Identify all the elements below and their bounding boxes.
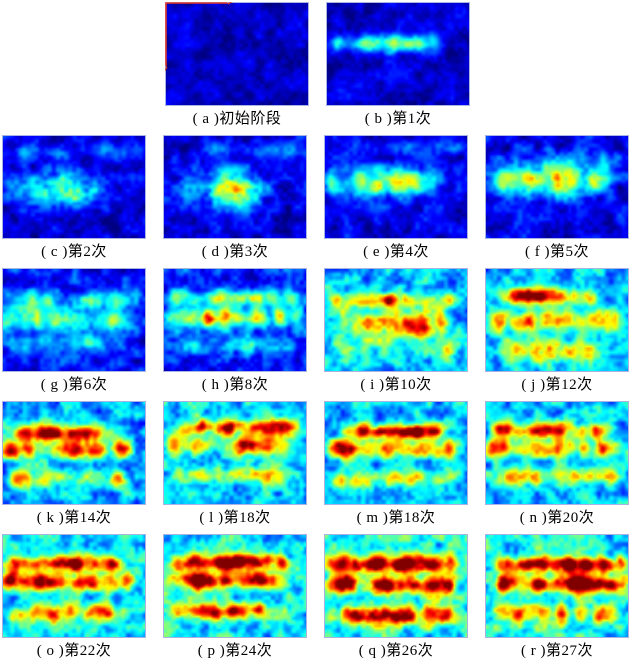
heatmap-canvas [3, 402, 145, 504]
heatmap-image [324, 268, 468, 372]
heatmap-image [485, 135, 629, 239]
heatmap-canvas [486, 136, 628, 238]
heatmap-panel: ( p )第24次 [163, 534, 307, 667]
panel-caption: ( g )第6次 [40, 377, 108, 393]
panel-caption: ( a )初始阶段 [192, 111, 282, 127]
heatmap-image [485, 268, 629, 372]
panel-caption: ( i )第10次 [360, 377, 432, 393]
heatmap-canvas [486, 269, 628, 371]
figure-row-1: ( a )初始阶段 ( b )第1次 [0, 2, 633, 135]
panel-caption: ( f )第5次 [525, 244, 589, 260]
heatmap-canvas [325, 535, 467, 637]
heatmap-image [163, 401, 307, 505]
heatmap-panel: ( c )第2次 [2, 135, 146, 268]
heatmap-panel: ( f )第5次 [485, 135, 629, 268]
heatmap-panel: ( q )第26次 [324, 534, 468, 667]
heatmap-image [326, 2, 470, 106]
heatmap-image [485, 401, 629, 505]
heatmap-panel: ( e )第4次 [324, 135, 468, 268]
heatmap-canvas [325, 136, 467, 238]
heatmap-panel: ( b )第1次 [326, 2, 470, 135]
panel-caption: ( h )第8次 [201, 377, 269, 393]
heatmap-image [163, 135, 307, 239]
heatmap-image [324, 135, 468, 239]
panel-caption: ( b )第1次 [364, 111, 432, 127]
heatmap-image [485, 534, 629, 638]
panel-caption: ( n )第20次 [519, 510, 595, 526]
heatmap-canvas [486, 402, 628, 504]
heatmap-image [2, 268, 146, 372]
heatmap-image [165, 2, 309, 106]
heatmap-canvas [164, 535, 306, 637]
heatmap-canvas [486, 535, 628, 637]
heatmap-canvas [3, 269, 145, 371]
panel-caption: ( d )第3次 [201, 244, 269, 260]
heatmap-image [163, 534, 307, 638]
heatmap-panel: ( k )第14次 [2, 401, 146, 534]
panel-caption: ( c )第2次 [41, 244, 107, 260]
panel-caption: ( o )第22次 [36, 643, 112, 659]
heatmap-panel: ( d )第3次 [163, 135, 307, 268]
heatmap-image [324, 401, 468, 505]
figure-row-4: ( k )第14次 ( l )第18次 ( m )第18次 ( n )第20次 [0, 401, 633, 534]
heatmap-image [163, 268, 307, 372]
figure-row-5: ( o )第22次 ( p )第24次 ( q )第26次 ( r )第27次 [0, 534, 633, 667]
panel-caption: ( l )第18次 [199, 510, 271, 526]
heatmap-panel: ( j )第12次 [485, 268, 629, 401]
heatmap-panel: ( r )第27次 [485, 534, 629, 667]
panel-caption: ( p )第24次 [197, 643, 273, 659]
panel-caption: ( e )第4次 [363, 244, 429, 260]
heatmap-image [2, 135, 146, 239]
heatmap-canvas [166, 3, 308, 105]
heatmap-canvas [164, 402, 306, 504]
heatmap-image [2, 534, 146, 638]
heatmap-canvas [327, 3, 469, 105]
heatmap-canvas [3, 136, 145, 238]
panel-caption: ( r )第27次 [521, 643, 593, 659]
heatmap-canvas [325, 269, 467, 371]
heatmap-image [324, 534, 468, 638]
panel-caption: ( k )第14次 [36, 510, 112, 526]
heatmap-canvas [164, 136, 306, 238]
heatmap-panel: ( h )第8次 [163, 268, 307, 401]
heatmap-panel: ( n )第20次 [485, 401, 629, 534]
heatmap-canvas [164, 269, 306, 371]
heatmap-canvas [3, 535, 145, 637]
figure-row-3: ( g )第6次 ( h )第8次 ( i )第10次 ( j )第12次 [0, 268, 633, 401]
figure-row-2: ( c )第2次 ( d )第3次 ( e )第4次 ( f )第5次 [0, 135, 633, 268]
heatmap-panel: ( i )第10次 [324, 268, 468, 401]
heatmap-panel: ( o )第22次 [2, 534, 146, 667]
heatmap-panel: ( m )第18次 [324, 401, 468, 534]
panel-caption: ( j )第12次 [521, 377, 593, 393]
heatmap-panel: ( a )初始阶段 [165, 2, 309, 135]
heatmap-image [2, 401, 146, 505]
heatmap-panel: ( l )第18次 [163, 401, 307, 534]
heatmap-panel: ( g )第6次 [2, 268, 146, 401]
panel-caption: ( m )第18次 [356, 510, 436, 526]
heatmap-canvas [325, 402, 467, 504]
panel-caption: ( q )第26次 [358, 643, 434, 659]
